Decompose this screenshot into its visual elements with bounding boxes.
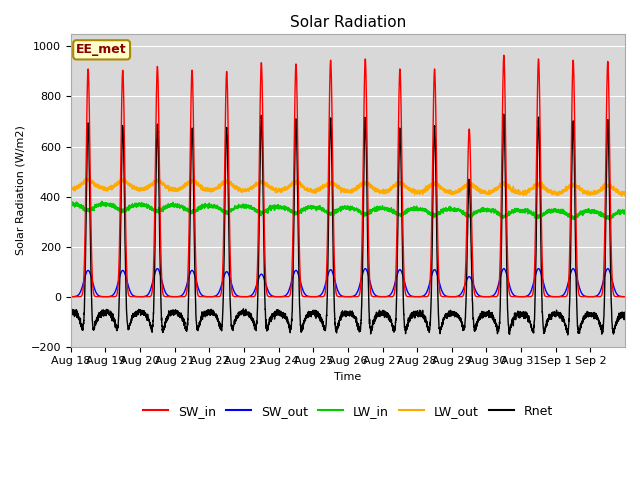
SW_in bbox=[500, 53, 508, 59]
LW_in bbox=[541, 210, 549, 216]
X-axis label: Time: Time bbox=[334, 372, 362, 382]
LW_in bbox=[98, 198, 106, 204]
LW_out bbox=[182, 181, 189, 187]
LW_in bbox=[369, 208, 376, 214]
SW_out bbox=[154, 266, 161, 272]
LW_in bbox=[500, 213, 508, 219]
Line: SW_out: SW_out bbox=[71, 269, 625, 297]
SW_in bbox=[621, 294, 629, 300]
LW_in bbox=[67, 202, 75, 208]
LW_in bbox=[398, 211, 406, 216]
LW_out bbox=[541, 186, 549, 192]
SW_in bbox=[527, 294, 535, 300]
SW_in bbox=[398, 174, 406, 180]
Line: SW_in: SW_in bbox=[71, 55, 625, 297]
SW_out bbox=[527, 288, 535, 294]
Rnet bbox=[564, 332, 572, 338]
SW_in bbox=[67, 294, 75, 300]
LW_out bbox=[398, 181, 406, 187]
Line: Rnet: Rnet bbox=[71, 114, 625, 335]
SW_out bbox=[541, 287, 549, 293]
Rnet bbox=[527, 323, 535, 329]
LW_out bbox=[527, 186, 535, 192]
LW_in bbox=[570, 216, 577, 222]
Line: LW_out: LW_out bbox=[71, 178, 625, 196]
SW_out bbox=[67, 294, 75, 300]
Line: LW_in: LW_in bbox=[71, 201, 625, 219]
LW_in bbox=[527, 209, 535, 215]
Rnet bbox=[182, 325, 189, 331]
SW_in bbox=[369, 294, 376, 300]
SW_out bbox=[621, 294, 629, 300]
LW_in bbox=[182, 205, 189, 211]
SW_out bbox=[182, 285, 189, 291]
Rnet bbox=[500, 116, 508, 121]
LW_out bbox=[67, 186, 75, 192]
LW_out bbox=[500, 179, 508, 184]
LW_in bbox=[621, 208, 629, 214]
Y-axis label: Solar Radiation (W/m2): Solar Radiation (W/m2) bbox=[15, 125, 25, 255]
LW_out bbox=[618, 193, 626, 199]
Rnet bbox=[500, 111, 508, 117]
SW_in bbox=[182, 293, 189, 299]
LW_out bbox=[369, 183, 376, 189]
SW_out bbox=[398, 271, 406, 276]
Text: EE_met: EE_met bbox=[76, 43, 127, 56]
Rnet bbox=[67, 309, 75, 315]
SW_out bbox=[500, 266, 508, 272]
Title: Solar Radiation: Solar Radiation bbox=[290, 15, 406, 30]
Legend: SW_in, SW_out, LW_in, LW_out, Rnet: SW_in, SW_out, LW_in, LW_out, Rnet bbox=[138, 400, 558, 423]
Rnet bbox=[369, 324, 376, 330]
LW_out bbox=[621, 192, 629, 198]
Rnet bbox=[541, 324, 549, 330]
Rnet bbox=[621, 310, 629, 315]
SW_out bbox=[369, 288, 376, 293]
SW_in bbox=[500, 52, 508, 58]
Rnet bbox=[398, 228, 406, 234]
SW_in bbox=[541, 293, 549, 299]
LW_out bbox=[82, 175, 90, 181]
